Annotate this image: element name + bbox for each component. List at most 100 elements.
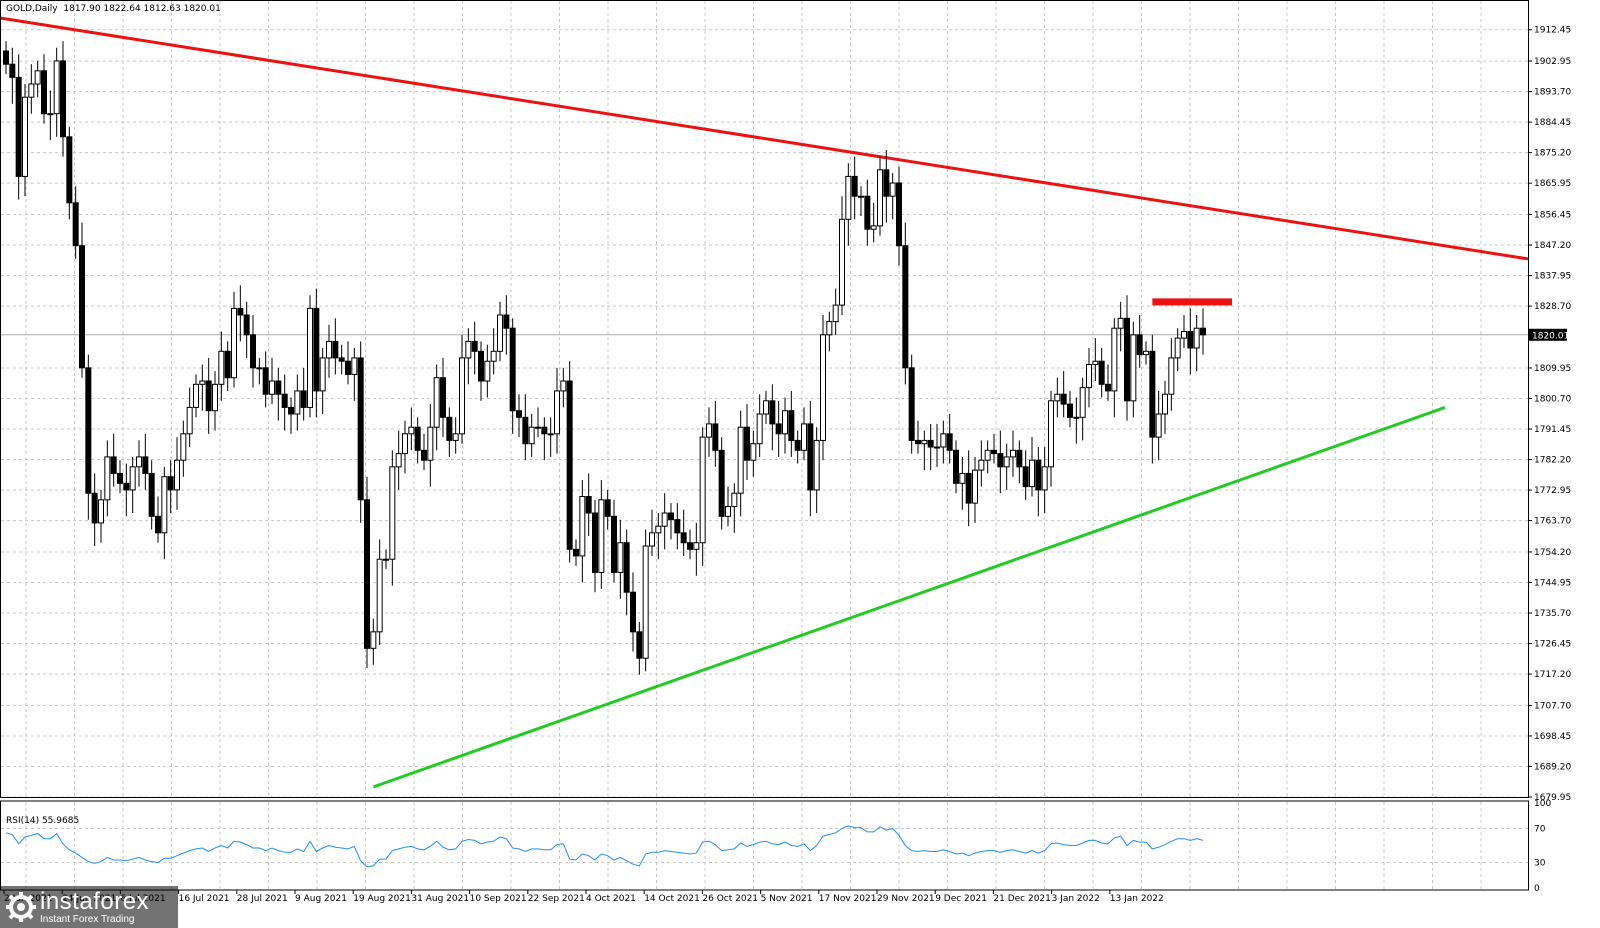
candle-bear xyxy=(1105,383,1111,392)
x-tick-label: 9 Dec 2021 xyxy=(935,894,987,904)
rsi-tick-label: 0 xyxy=(1534,884,1540,894)
candle-bear xyxy=(91,492,98,524)
candle xyxy=(547,417,554,457)
candle-bear xyxy=(788,410,795,441)
candle-bull xyxy=(231,307,237,379)
candle xyxy=(725,486,731,527)
rsi-series xyxy=(5,825,1204,868)
candle-bear xyxy=(41,70,47,115)
y-tick-label: 1875.20 xyxy=(1534,149,1571,159)
candle-bear xyxy=(440,377,446,418)
candle-bull xyxy=(459,357,465,435)
candle-bull xyxy=(1054,393,1061,402)
candle-bull xyxy=(47,113,54,116)
candle-bull xyxy=(199,380,206,385)
candle-bull xyxy=(661,512,668,527)
candle xyxy=(484,344,491,398)
candle-bear xyxy=(883,169,890,197)
candle-bull xyxy=(547,433,554,436)
candle xyxy=(256,357,263,385)
candle xyxy=(186,387,193,448)
candle xyxy=(370,618,377,665)
candle-bear xyxy=(313,307,320,392)
candle-bull xyxy=(484,360,491,382)
candle xyxy=(414,417,421,464)
candle-bear xyxy=(687,542,693,550)
candle-bull xyxy=(1092,360,1099,366)
y-tick-label: 1865.95 xyxy=(1534,179,1571,189)
symbol-label: GOLD,Daily xyxy=(6,4,58,14)
candle xyxy=(611,499,617,583)
candle xyxy=(788,390,795,457)
candle xyxy=(699,427,706,566)
candle xyxy=(41,54,47,124)
candle-bull xyxy=(731,492,738,507)
candle xyxy=(1105,364,1111,401)
y-tick-label: 1791.45 xyxy=(1534,425,1571,435)
candle xyxy=(300,367,307,421)
candle xyxy=(224,341,231,391)
rsi-frame xyxy=(0,800,1529,891)
candle xyxy=(509,318,516,434)
candle-bear xyxy=(623,542,630,593)
logo-name: instaforex xyxy=(40,888,150,915)
candle-bull xyxy=(376,558,383,633)
candle-bull xyxy=(129,466,136,491)
y-tick-label: 1754.20 xyxy=(1534,548,1571,558)
candle xyxy=(1130,321,1137,418)
candle xyxy=(421,433,427,471)
candle-bull xyxy=(984,449,991,461)
candle-bear xyxy=(110,456,117,474)
candle xyxy=(1143,341,1149,365)
candle xyxy=(231,291,237,388)
y-tick-label: 1763.70 xyxy=(1534,517,1571,527)
candle xyxy=(243,301,250,358)
candle-bull xyxy=(22,96,28,177)
candle xyxy=(1162,381,1168,434)
candle-bear xyxy=(509,327,516,412)
candle-bear xyxy=(205,380,212,412)
candle xyxy=(1111,318,1118,418)
candle-bull xyxy=(1086,364,1092,389)
candle xyxy=(383,549,389,570)
candle-bull xyxy=(1079,387,1086,418)
candle xyxy=(34,60,41,98)
instaforex-logo: instaforex Instant Forex Trading xyxy=(0,886,178,928)
candle xyxy=(1060,371,1067,418)
candle-bear xyxy=(167,476,174,491)
y-tick-label: 1772.95 xyxy=(1534,486,1571,496)
candle xyxy=(307,295,313,418)
candle xyxy=(864,179,871,246)
candle xyxy=(66,126,73,220)
candle xyxy=(991,433,997,464)
candle-bull xyxy=(940,433,947,448)
candle-bull xyxy=(256,367,263,370)
x-tick-label: 22 Sep 2021 xyxy=(528,894,585,904)
candle-bull xyxy=(1029,459,1035,488)
y-tick-label: 1893.70 xyxy=(1534,88,1571,98)
candle xyxy=(959,456,966,510)
rsi-tick-label: 30 xyxy=(1534,859,1546,869)
rsi-line xyxy=(5,825,1204,868)
candle-bull xyxy=(972,469,978,504)
x-tick-label: 16 Jul 2021 xyxy=(179,894,230,904)
x-tick-label: 19 Aug 2021 xyxy=(353,894,411,904)
candle xyxy=(357,341,364,523)
candle xyxy=(813,427,820,514)
candle-bear xyxy=(250,334,256,369)
candle xyxy=(98,489,104,543)
candle xyxy=(389,450,396,586)
candle xyxy=(117,460,123,494)
candle xyxy=(129,456,136,514)
candle-bear xyxy=(357,357,364,501)
candle xyxy=(554,367,560,454)
candle-bear xyxy=(794,439,801,451)
candle-bear xyxy=(953,449,959,484)
candle-bull xyxy=(53,60,60,115)
candle xyxy=(566,361,573,563)
candle-bull xyxy=(1003,456,1010,468)
candle-bear xyxy=(1022,466,1029,488)
x-tick-label: 10 Sep 2021 xyxy=(470,894,527,904)
candle xyxy=(1117,301,1124,352)
